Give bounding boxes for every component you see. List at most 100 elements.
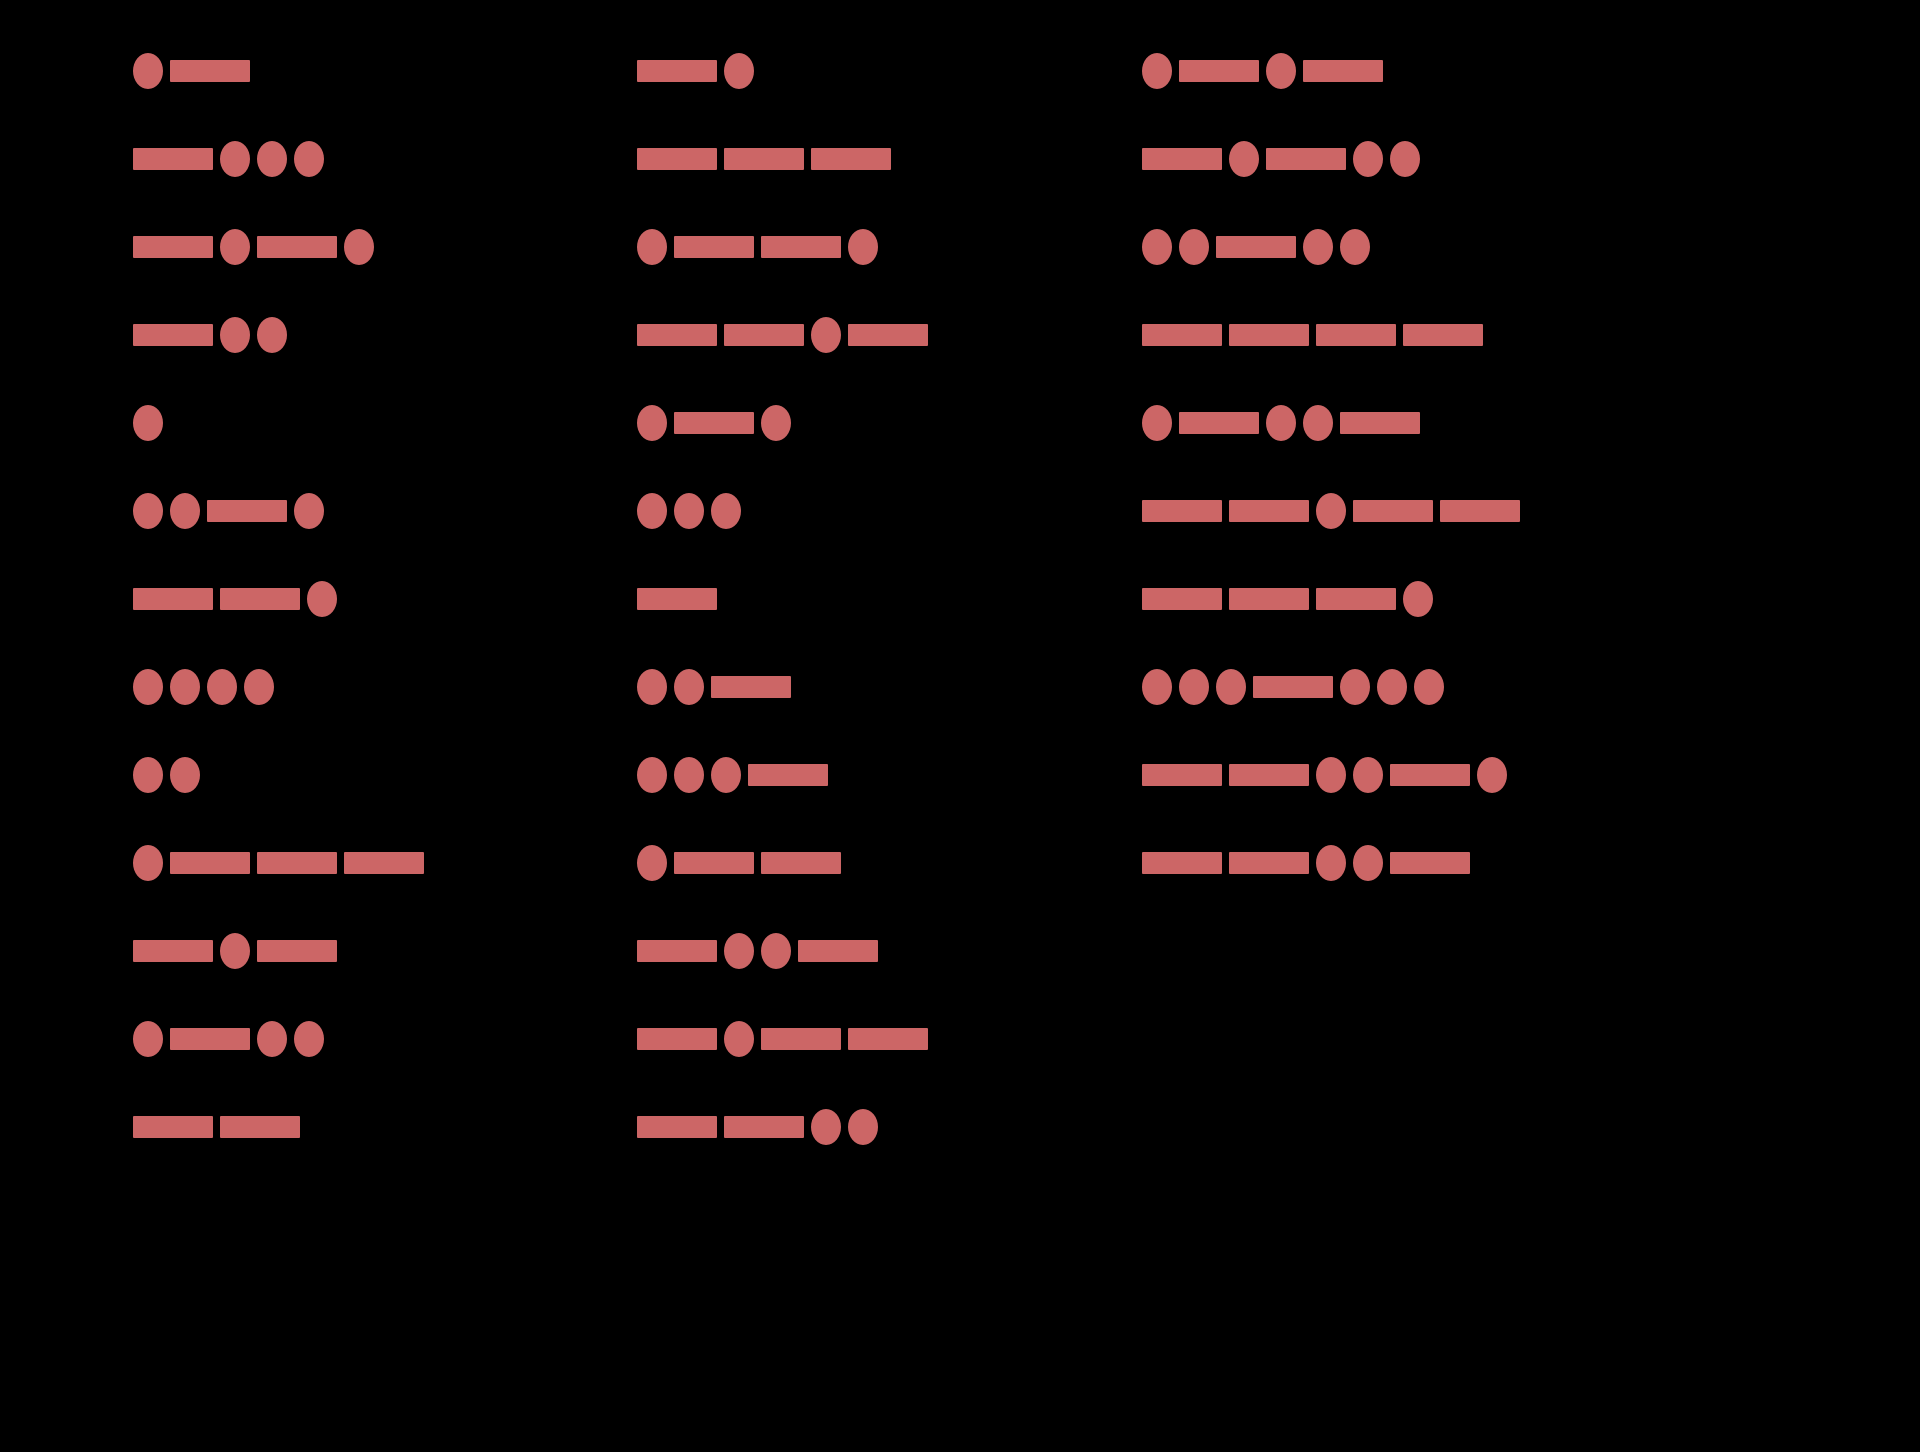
- bar-glyph-icon: [637, 60, 717, 82]
- dot-glyph-icon: [1340, 669, 1370, 705]
- bar-glyph-icon: [674, 852, 754, 874]
- dot-glyph-icon: [1390, 141, 1420, 177]
- glyph-row: [133, 1104, 307, 1150]
- bar-glyph-icon: [761, 852, 841, 874]
- glyph-row: [1142, 752, 1514, 798]
- bar-glyph-icon: [170, 60, 250, 82]
- dot-glyph-icon: [133, 53, 163, 89]
- dot-glyph-icon: [133, 669, 163, 705]
- dot-glyph-icon: [1340, 229, 1370, 265]
- dot-glyph-icon: [1266, 405, 1296, 441]
- glyph-row: [637, 312, 935, 358]
- dot-glyph-icon: [637, 669, 667, 705]
- glyph-row: [637, 1016, 935, 1062]
- bar-glyph-icon: [637, 148, 717, 170]
- dot-glyph-icon: [170, 669, 200, 705]
- bar-glyph-icon: [748, 764, 828, 786]
- bar-glyph-icon: [1303, 60, 1383, 82]
- dot-glyph-icon: [1266, 53, 1296, 89]
- dot-glyph-icon: [307, 581, 337, 617]
- bar-glyph-icon: [1316, 588, 1396, 610]
- dot-glyph-icon: [848, 229, 878, 265]
- dot-glyph-icon: [1179, 669, 1209, 705]
- bar-glyph-icon: [637, 1116, 717, 1138]
- glyph-row: [1142, 48, 1390, 94]
- bar-glyph-icon: [1229, 852, 1309, 874]
- bar-glyph-icon: [170, 852, 250, 874]
- bar-glyph-icon: [1353, 500, 1433, 522]
- dot-glyph-icon: [133, 757, 163, 793]
- bar-glyph-icon: [133, 1116, 213, 1138]
- bar-glyph-icon: [674, 412, 754, 434]
- dot-glyph-icon: [674, 493, 704, 529]
- bar-glyph-icon: [761, 1028, 841, 1050]
- bar-glyph-icon: [1216, 236, 1296, 258]
- dot-glyph-icon: [294, 1021, 324, 1057]
- dot-glyph-icon: [1353, 845, 1383, 881]
- glyph-row: [637, 400, 798, 446]
- dot-glyph-icon: [1142, 669, 1172, 705]
- glyph-row: [133, 664, 281, 710]
- bar-glyph-icon: [761, 236, 841, 258]
- glyph-row: [133, 576, 344, 622]
- glyph-row: [133, 752, 207, 798]
- glyph-row: [133, 1016, 331, 1062]
- glyph-row: [637, 488, 748, 534]
- bar-glyph-icon: [1390, 852, 1470, 874]
- dot-glyph-icon: [133, 493, 163, 529]
- bar-glyph-icon: [133, 324, 213, 346]
- bar-glyph-icon: [1142, 148, 1222, 170]
- bar-glyph-icon: [133, 236, 213, 258]
- glyph-row: [637, 840, 848, 886]
- dot-glyph-icon: [1316, 757, 1346, 793]
- dot-glyph-icon: [1142, 405, 1172, 441]
- glyph-row: [637, 752, 835, 798]
- bar-glyph-icon: [1142, 324, 1222, 346]
- dot-glyph-icon: [761, 933, 791, 969]
- bar-glyph-icon: [1142, 852, 1222, 874]
- dot-glyph-icon: [1316, 493, 1346, 529]
- glyph-row: [1142, 664, 1451, 710]
- dot-glyph-icon: [257, 141, 287, 177]
- bar-glyph-icon: [220, 588, 300, 610]
- dot-glyph-icon: [637, 493, 667, 529]
- bar-glyph-icon: [133, 588, 213, 610]
- bar-glyph-icon: [1229, 764, 1309, 786]
- glyph-row: [1142, 400, 1427, 446]
- glyph-row: [1142, 840, 1477, 886]
- bar-glyph-icon: [637, 1028, 717, 1050]
- dot-glyph-icon: [207, 669, 237, 705]
- bar-glyph-icon: [1440, 500, 1520, 522]
- bar-glyph-icon: [1403, 324, 1483, 346]
- bar-glyph-icon: [257, 236, 337, 258]
- glyph-row: [1142, 224, 1377, 270]
- dot-glyph-icon: [811, 1109, 841, 1145]
- dot-glyph-icon: [1316, 845, 1346, 881]
- bar-glyph-icon: [1390, 764, 1470, 786]
- bar-glyph-icon: [637, 324, 717, 346]
- glyph-row: [1142, 576, 1440, 622]
- bar-glyph-icon: [637, 588, 717, 610]
- dot-glyph-icon: [1229, 141, 1259, 177]
- dot-glyph-icon: [1303, 405, 1333, 441]
- dot-glyph-icon: [1414, 669, 1444, 705]
- bar-glyph-icon: [1253, 676, 1333, 698]
- glyph-row: [1142, 488, 1527, 534]
- dot-glyph-icon: [1216, 669, 1246, 705]
- bar-glyph-icon: [848, 324, 928, 346]
- glyph-row: [133, 136, 331, 182]
- dot-glyph-icon: [637, 757, 667, 793]
- bar-glyph-icon: [798, 940, 878, 962]
- bar-glyph-icon: [257, 940, 337, 962]
- bar-glyph-icon: [220, 1116, 300, 1138]
- dot-glyph-icon: [848, 1109, 878, 1145]
- dot-glyph-icon: [811, 317, 841, 353]
- dot-glyph-icon: [133, 1021, 163, 1057]
- dot-glyph-icon: [220, 933, 250, 969]
- dot-glyph-icon: [1179, 229, 1209, 265]
- dot-glyph-icon: [1142, 53, 1172, 89]
- dot-glyph-icon: [257, 317, 287, 353]
- dot-glyph-icon: [724, 1021, 754, 1057]
- bar-glyph-icon: [1340, 412, 1420, 434]
